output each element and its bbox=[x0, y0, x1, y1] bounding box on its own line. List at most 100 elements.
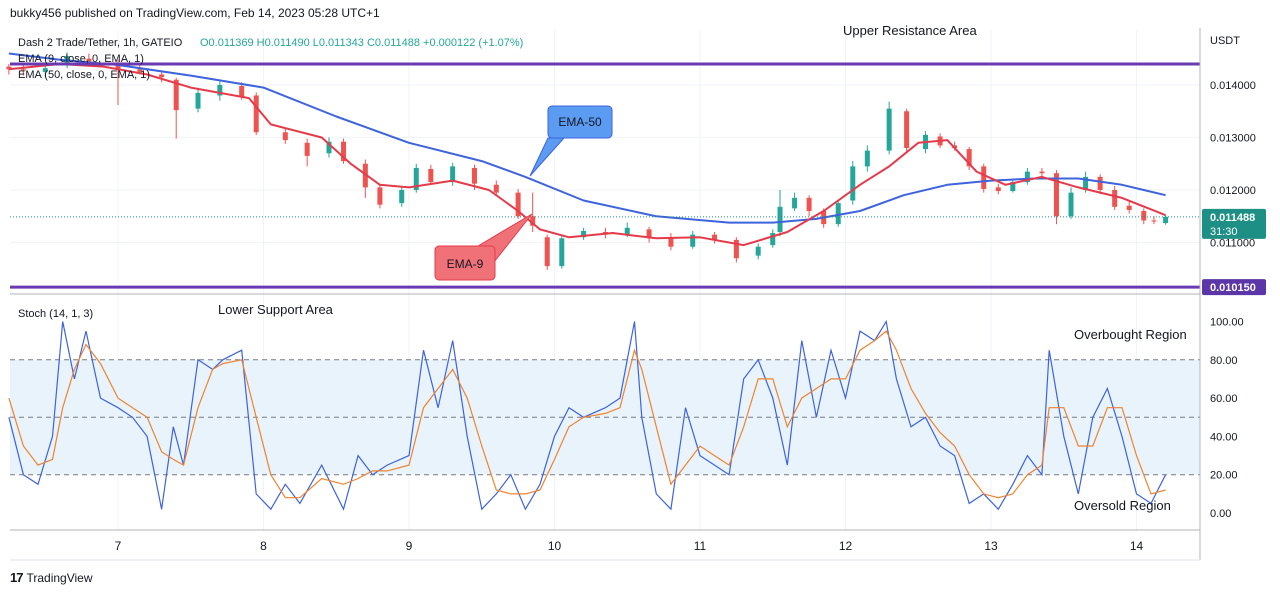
x-axis-label: 9 bbox=[406, 539, 413, 553]
support-price-value: 0.010150 bbox=[1210, 282, 1256, 294]
candle-body[interactable] bbox=[173, 79, 179, 111]
ema50-legend: EMA (50, close, 0, EMA, 1) bbox=[18, 69, 150, 81]
candle-body[interactable] bbox=[777, 206, 783, 232]
ema50-callout-text: EMA-50 bbox=[558, 115, 602, 129]
candle-body[interactable] bbox=[428, 169, 434, 183]
candle-body[interactable] bbox=[559, 238, 565, 267]
candle-body[interactable] bbox=[42, 68, 48, 72]
ema9-line bbox=[8, 63, 1166, 247]
x-axis-label: 8 bbox=[260, 539, 267, 553]
candle-body[interactable] bbox=[450, 166, 456, 183]
candle-body[interactable] bbox=[770, 233, 776, 246]
candle-body[interactable] bbox=[1024, 171, 1030, 183]
stoch-k-line bbox=[8, 319, 1167, 511]
price-tick-label: 0.014000 bbox=[1210, 80, 1256, 92]
candle-body[interactable] bbox=[1083, 176, 1089, 190]
ema9-legend: EMA (9, close, 0, EMA, 1) bbox=[18, 53, 144, 65]
stoch-tick-label: 20.00 bbox=[1210, 470, 1238, 482]
candle-body[interactable] bbox=[886, 108, 892, 151]
candle-body[interactable] bbox=[362, 163, 368, 188]
stoch-legend: Stoch (14, 1, 3) bbox=[18, 308, 93, 320]
candle-body[interactable] bbox=[966, 149, 972, 167]
candle-body[interactable] bbox=[981, 166, 987, 189]
x-axis-label: 14 bbox=[1130, 539, 1144, 553]
ohlc-values: O0.011369 H0.011490 L0.011343 C0.011488 … bbox=[200, 37, 523, 49]
candle-body[interactable] bbox=[137, 69, 143, 72]
candle-body[interactable] bbox=[690, 234, 696, 247]
candle-body[interactable] bbox=[1068, 192, 1074, 217]
candle-body[interactable] bbox=[217, 85, 223, 96]
candle-body[interactable] bbox=[1141, 211, 1147, 221]
candle-body[interactable] bbox=[1097, 176, 1103, 190]
price-tick-label: 0.011000 bbox=[1210, 238, 1255, 250]
candle-body[interactable] bbox=[20, 69, 26, 71]
candle-body[interactable] bbox=[1163, 216, 1169, 224]
tradingview-footer[interactable]: 17 TradingView bbox=[10, 570, 93, 585]
x-axis-label: 7 bbox=[115, 539, 122, 553]
candle-body[interactable] bbox=[904, 111, 910, 148]
candle-body[interactable] bbox=[304, 142, 310, 156]
candle-body[interactable] bbox=[1010, 182, 1016, 192]
candle-body[interactable] bbox=[850, 166, 856, 201]
candle-body[interactable] bbox=[835, 203, 841, 225]
candle-body[interactable] bbox=[195, 92, 201, 109]
candle-body[interactable] bbox=[86, 58, 92, 62]
ema9-callout[interactable] bbox=[434, 245, 496, 281]
candle-body[interactable] bbox=[282, 132, 288, 141]
candle-body[interactable] bbox=[515, 192, 521, 217]
candle-body[interactable] bbox=[544, 237, 550, 267]
lower-support-text: Lower Support Area bbox=[218, 302, 334, 317]
candle-body[interactable] bbox=[471, 167, 477, 184]
x-axis-label: 10 bbox=[548, 539, 562, 553]
candle-body[interactable] bbox=[6, 66, 12, 70]
price-tick-label: 0.012000 bbox=[1210, 185, 1256, 197]
stoch-tick-label: 40.00 bbox=[1210, 431, 1238, 443]
candle-body[interactable] bbox=[581, 230, 587, 238]
symbol-line: Dash 2 Trade/Tether, 1h, GATEIO bbox=[18, 37, 183, 49]
publisher-header: bukky456 published on TradingView.com, F… bbox=[10, 6, 380, 20]
ema9-callout-text: EMA-9 bbox=[447, 257, 484, 271]
ema50-line bbox=[8, 52, 1166, 224]
support-price-tag[interactable] bbox=[1202, 279, 1266, 296]
candle-body[interactable] bbox=[1126, 205, 1132, 210]
candle-body[interactable] bbox=[755, 246, 761, 256]
candle-body[interactable] bbox=[399, 190, 405, 204]
last-price-tag[interactable] bbox=[1202, 208, 1266, 239]
candle-body[interactable] bbox=[792, 197, 798, 209]
candle-body[interactable] bbox=[115, 64, 121, 70]
upper-resistance-text: Upper Resistance Area bbox=[843, 23, 977, 38]
stoch-tick-label: 60.00 bbox=[1210, 393, 1238, 405]
tradingview-logo-icon: 17 bbox=[10, 570, 24, 585]
candle-body[interactable] bbox=[1039, 171, 1045, 174]
candle-body[interactable] bbox=[864, 150, 870, 167]
candle-body[interactable] bbox=[493, 184, 499, 193]
candle-body[interactable] bbox=[1053, 173, 1059, 217]
candle-body[interactable] bbox=[646, 229, 652, 239]
candle-body[interactable] bbox=[413, 167, 419, 190]
x-axis-label: 11 bbox=[694, 539, 707, 553]
candle-body[interactable] bbox=[624, 227, 630, 235]
candle-body[interactable] bbox=[1112, 190, 1118, 207]
candle-body[interactable] bbox=[326, 141, 332, 154]
tradingview-brand: TradingView bbox=[26, 570, 93, 585]
last-price-value: 0.011488 bbox=[1210, 212, 1255, 224]
candle-body[interactable] bbox=[733, 239, 739, 259]
x-axis-label: 12 bbox=[839, 539, 853, 553]
candle-body[interactable] bbox=[1151, 220, 1157, 222]
candle-body[interactable] bbox=[530, 216, 536, 226]
oversold-text: Oversold Region bbox=[1074, 498, 1171, 513]
candle-body[interactable] bbox=[239, 86, 245, 97]
candle-body[interactable] bbox=[712, 234, 718, 240]
ema50-callout[interactable] bbox=[547, 105, 613, 139]
candle-body[interactable] bbox=[806, 197, 812, 211]
candle-body[interactable] bbox=[995, 187, 1001, 192]
candle-body[interactable] bbox=[668, 237, 674, 247]
candle-body[interactable] bbox=[377, 187, 383, 205]
candle-body[interactable] bbox=[253, 95, 259, 133]
stoch-tick-label: 80.00 bbox=[1210, 355, 1238, 367]
ema50-callout-pointer bbox=[529, 137, 566, 177]
candle-body[interactable] bbox=[159, 74, 165, 78]
candle-body[interactable] bbox=[341, 141, 347, 162]
currency-label: USDT bbox=[1210, 35, 1240, 47]
